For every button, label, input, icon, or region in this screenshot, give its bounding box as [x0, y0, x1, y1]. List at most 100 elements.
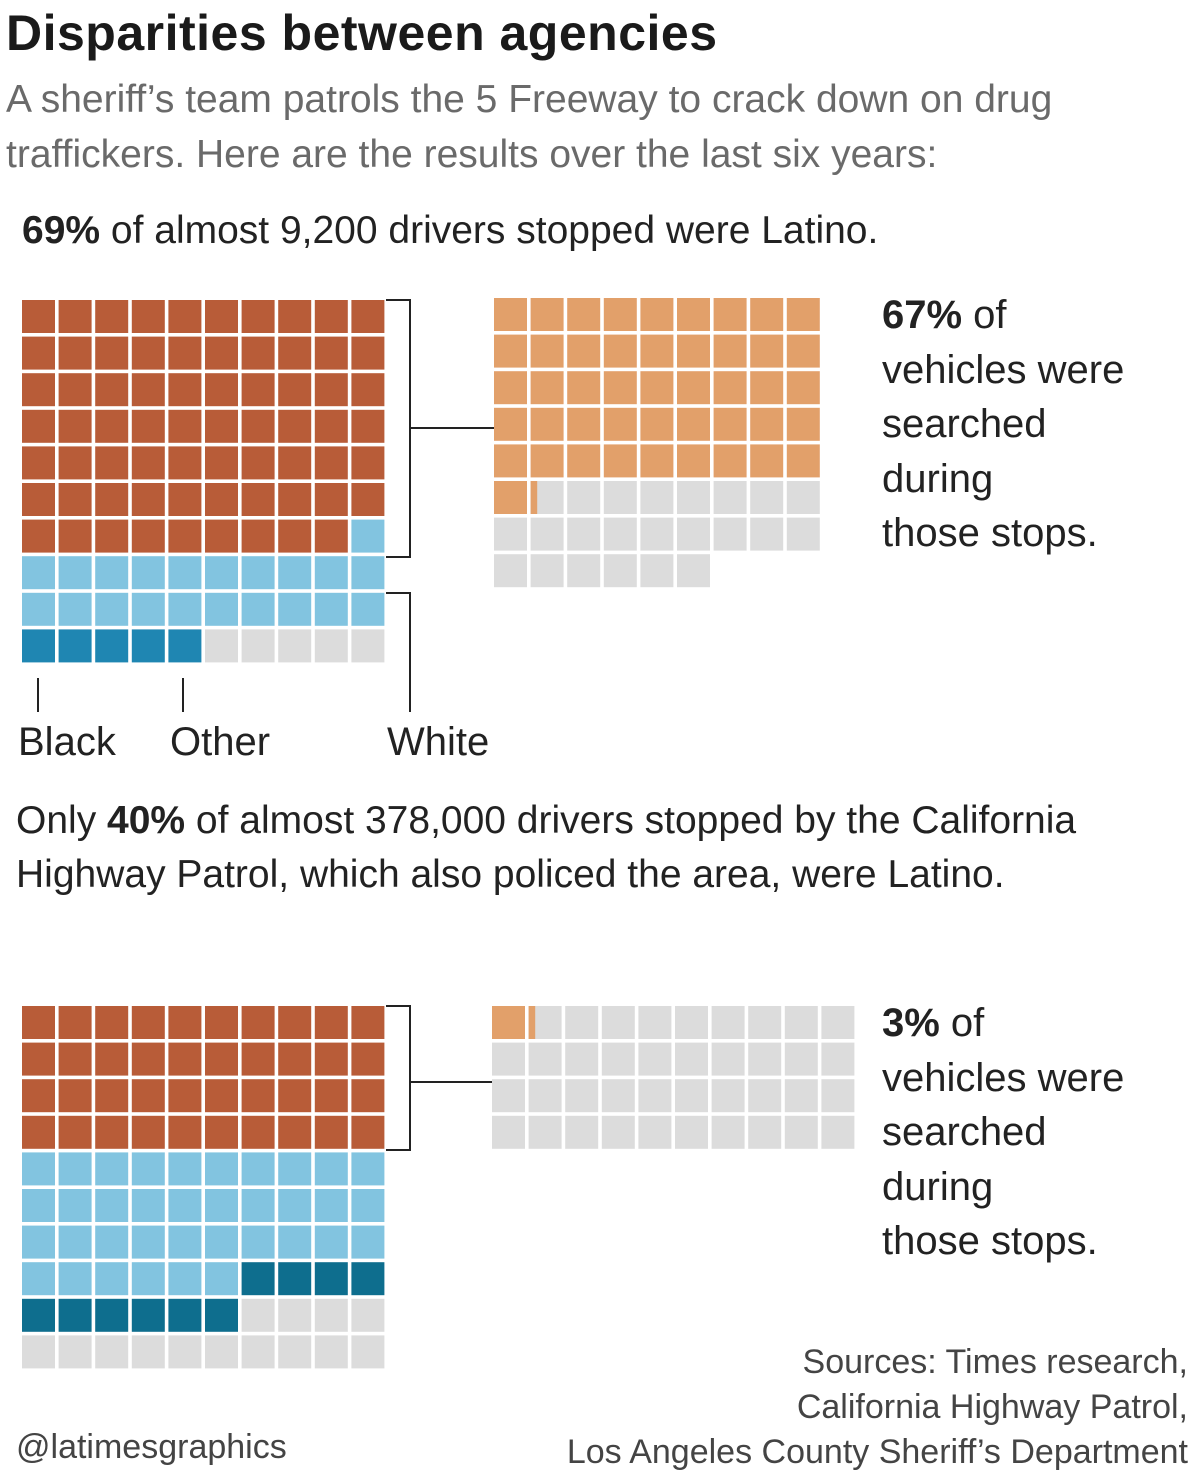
sheriff-search-square-searched-partial	[530, 481, 538, 514]
sheriff-search-note: 67% of vehicles were searched during tho…	[882, 288, 1182, 561]
chp-search-square-not-searched	[565, 1042, 599, 1076]
sheriff-square-latino	[205, 519, 238, 553]
chp-square-white	[205, 1152, 238, 1186]
sheriff-search-square-searched	[530, 371, 564, 405]
sheriff-square-latino	[314, 373, 348, 407]
sheriff-square-white	[22, 592, 55, 626]
chp-square-white	[278, 1189, 312, 1222]
chp-square-white	[131, 1225, 165, 1259]
chp-square-latino	[205, 1006, 238, 1039]
sheriff-search-square-searched	[567, 334, 601, 368]
sheriff-search-square-not-searched	[603, 517, 637, 551]
chp-square-other	[278, 1335, 312, 1369]
chp-square-latino	[351, 1079, 385, 1113]
sheriff-square-white	[314, 556, 348, 590]
chp-square-latino	[241, 1079, 275, 1113]
chart-subtitle: A sheriff’s team patrols the 5 Freeway t…	[6, 78, 1053, 176]
sheriff-square-white	[58, 592, 92, 626]
chp-square-other	[241, 1335, 275, 1369]
sheriff-search-square-searched	[677, 444, 710, 478]
sheriff-square-white	[351, 592, 385, 626]
sheriff-square-latino	[131, 519, 165, 553]
sheriff-square-latino	[351, 409, 385, 443]
sheriff-square-latino	[351, 300, 385, 333]
sheriff-square-white	[205, 556, 238, 590]
sheriff-search-square-searched	[640, 371, 674, 405]
chp-square-latino	[131, 1115, 165, 1149]
chp-search-square-not-searched	[601, 1042, 635, 1076]
chp-square-black	[278, 1262, 312, 1296]
sheriff-square-latino	[131, 373, 165, 407]
sheriff-square-white	[278, 556, 312, 590]
chp-square-white	[241, 1152, 275, 1186]
sheriff-search-square-searched	[530, 407, 564, 441]
chp-search-square-not-searched	[784, 1042, 818, 1076]
chp-square-latino	[351, 1115, 385, 1149]
chp-square-latino	[278, 1042, 312, 1076]
sheriff-square-white	[168, 556, 202, 590]
sheriff-square-latino	[278, 446, 312, 480]
sheriff-square-latino	[95, 409, 129, 443]
chp-square-latino	[241, 1115, 275, 1149]
chp-square-white	[205, 1262, 238, 1296]
sheriff-square-latino	[22, 300, 55, 333]
sheriff-square-white	[351, 556, 385, 590]
chp-square-white	[351, 1152, 385, 1186]
chp-search-square-not-searched	[748, 1042, 782, 1076]
sheriff-search-square-searched	[786, 298, 820, 331]
sheriff-square-latino	[22, 446, 55, 480]
sheriff-search-square-searched	[603, 444, 637, 478]
sheriff-square-latino	[278, 373, 312, 407]
chp-square-latino	[351, 1006, 385, 1039]
chp-square-latino	[58, 1079, 92, 1113]
sheriff-square-latino	[168, 446, 202, 480]
sheriff-search-square-not-searched	[640, 481, 674, 514]
chp-square-other	[205, 1335, 238, 1369]
sheriff-search-square-searched	[786, 334, 820, 368]
chp-square-white	[58, 1152, 92, 1186]
chp-square-white	[95, 1189, 129, 1222]
sheriff-square-latino	[278, 300, 312, 333]
sheriff-search-square-not-searched	[603, 481, 637, 514]
chp-square-other	[351, 1298, 385, 1332]
sheriff-square-latino	[58, 519, 92, 553]
sheriff-square-other	[278, 629, 312, 663]
sheriff-square-latino	[95, 483, 129, 516]
chp-search-square-not-searched	[565, 1079, 599, 1113]
sheriff-search-square-not-searched	[494, 517, 527, 551]
chp-search-note: 3% of vehicles were searched during thos…	[882, 996, 1182, 1269]
chp-square-white	[241, 1189, 275, 1222]
sheriff-square-white	[95, 556, 129, 590]
sheriff-square-latino	[168, 519, 202, 553]
sheriff-square-latino	[351, 446, 385, 480]
chp-square-latino	[131, 1006, 165, 1039]
sheriff-square-latino	[131, 336, 165, 370]
chp-search-square-not-searched	[784, 1115, 818, 1149]
sheriff-search-square-searched	[530, 444, 564, 478]
chp-square-black	[314, 1262, 348, 1296]
chp-square-latino	[278, 1115, 312, 1149]
sheriff-square-latino	[58, 446, 92, 480]
sheriff-square-latino	[95, 519, 129, 553]
sheriff-square-other	[241, 629, 275, 663]
sheriff-search-square-not-searched	[786, 517, 820, 551]
sheriff-search-square-not-searched	[677, 517, 710, 551]
sheriff-search-square-searched	[640, 444, 674, 478]
sheriff-lead-rest: of almost 9,200 drivers stopped were Lat…	[100, 209, 879, 252]
sheriff-square-latino	[278, 409, 312, 443]
sheriff-search-square-searched	[567, 407, 601, 441]
chp-square-latino	[314, 1042, 348, 1076]
sheriff-search-square-searched	[750, 407, 784, 441]
chp-search-square-searched	[492, 1006, 525, 1039]
chp-search-square-not-searched	[528, 1079, 562, 1113]
chp-search-square-not-searched	[565, 1115, 599, 1149]
sheriff-square-other	[314, 629, 348, 663]
sheriff-search-square-not-searched	[567, 554, 601, 588]
chp-square-latino	[95, 1042, 129, 1076]
sheriff-search-square-searched	[640, 298, 674, 331]
sheriff-square-latino	[168, 336, 202, 370]
chp-search-square-not-searched	[528, 1042, 562, 1076]
sheriff-square-latino	[58, 373, 92, 407]
sheriff-search-square-not-searched	[677, 554, 710, 588]
